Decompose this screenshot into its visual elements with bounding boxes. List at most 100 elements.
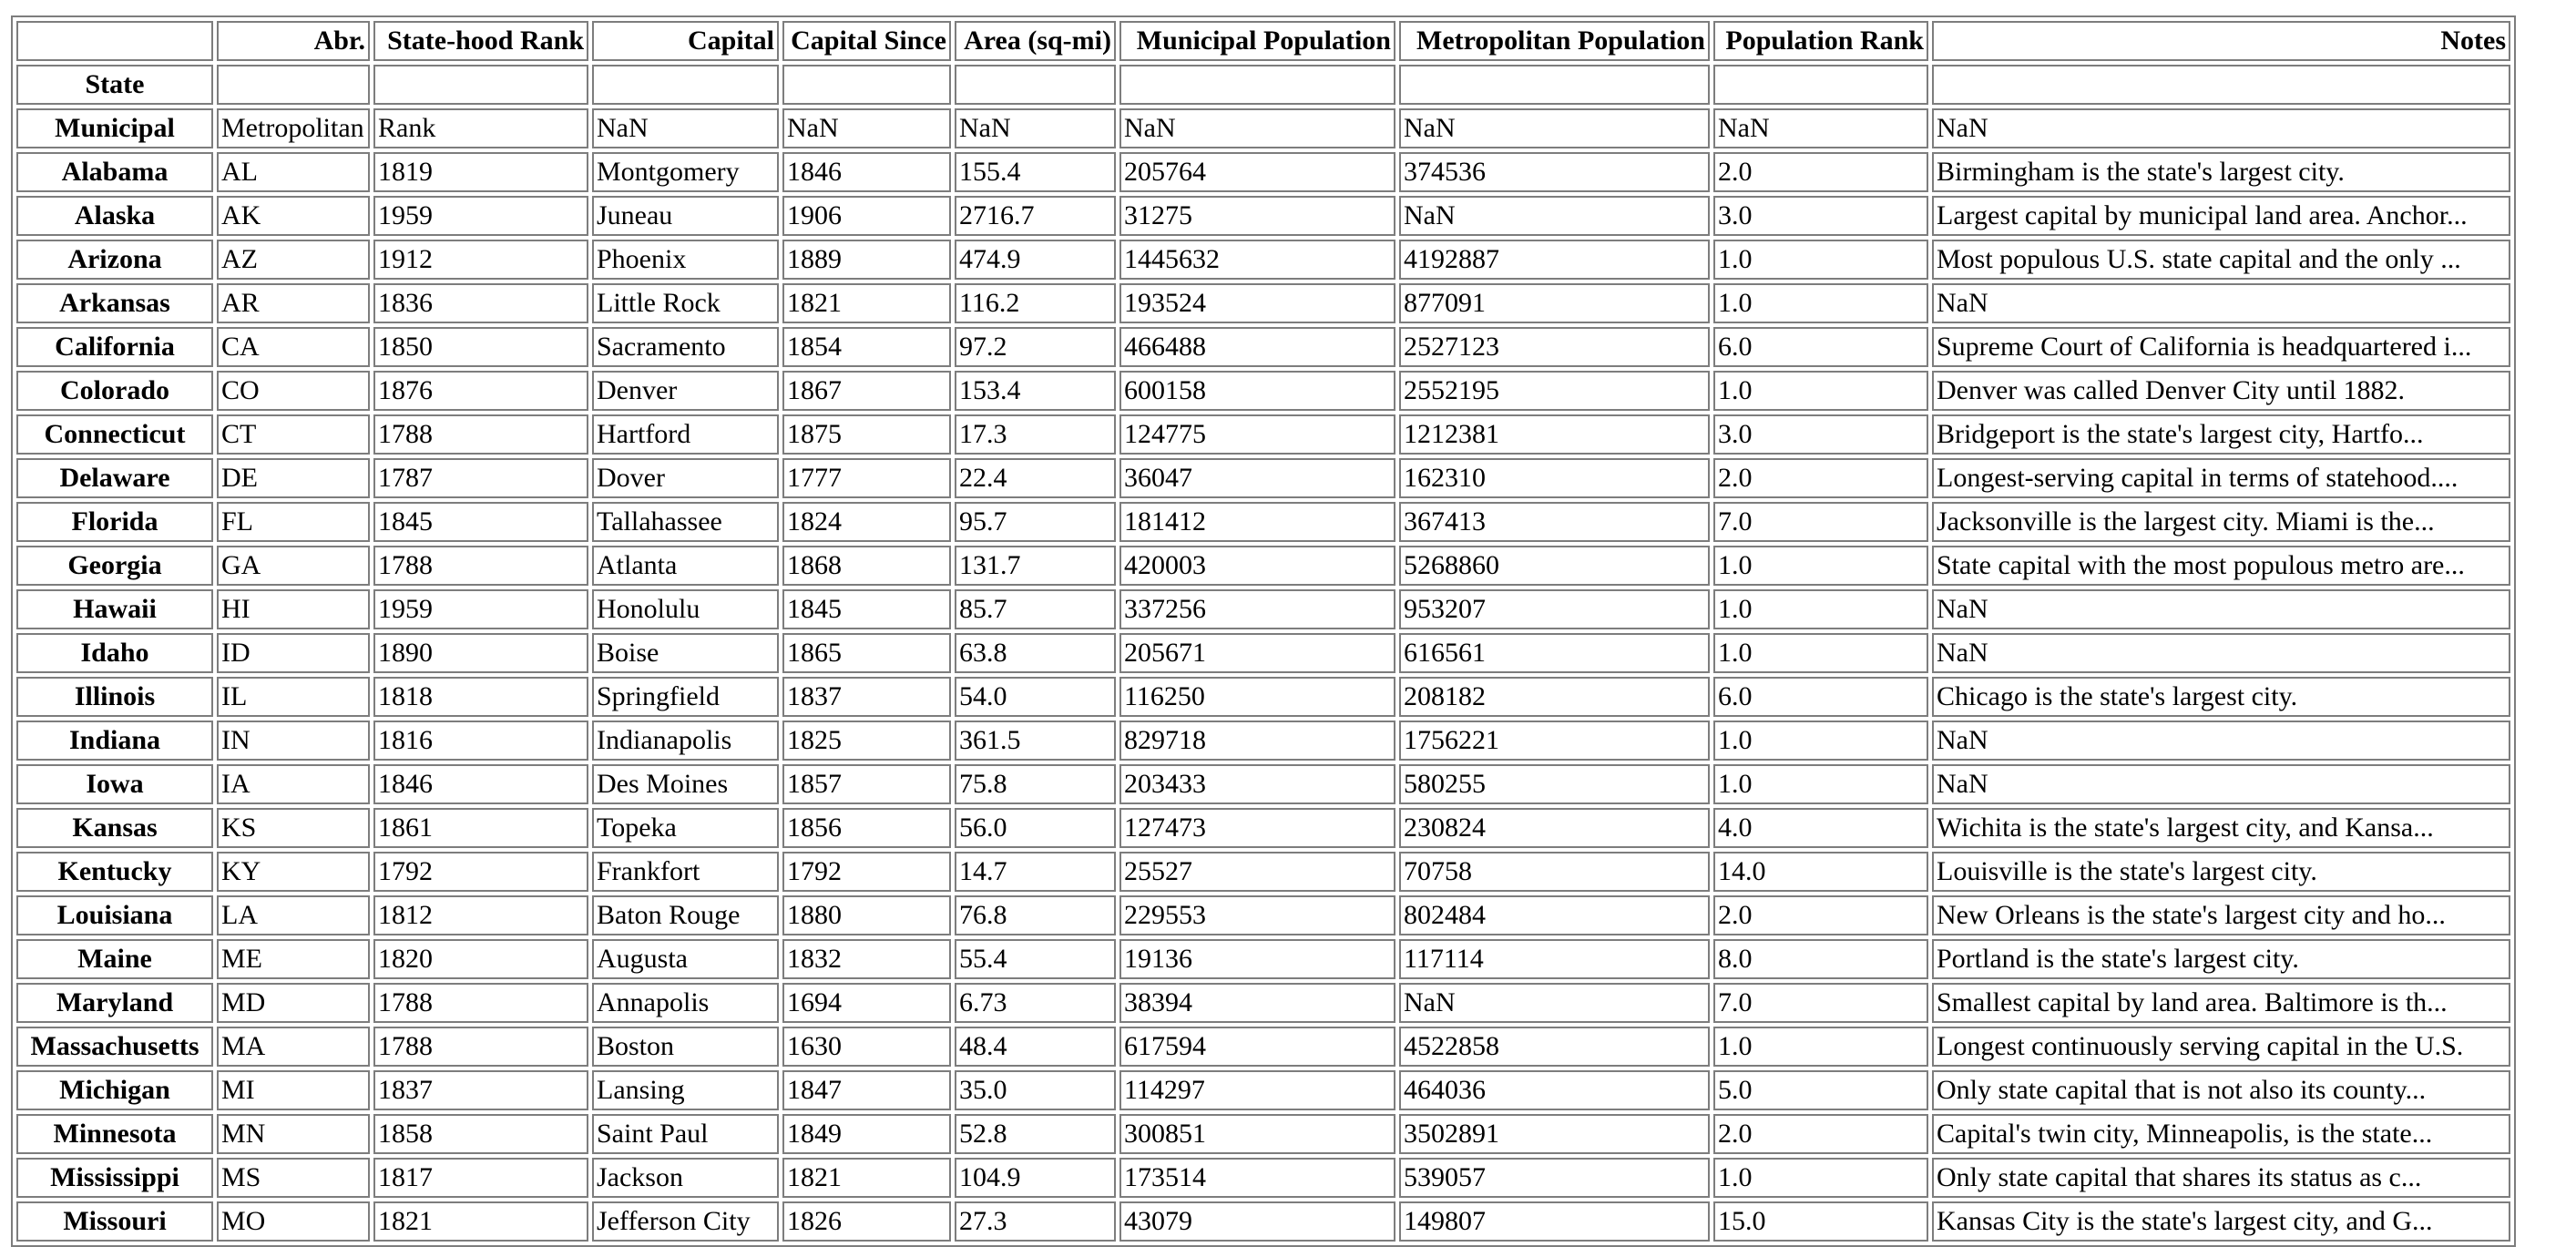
table-cell: 1836 — [373, 283, 588, 323]
table-row: Massachusetts MA 1788 Boston 1630 48.4 617594 4… — [16, 1027, 2510, 1067]
table-cell: Bridgeport is the state's largest city, … — [1932, 414, 2510, 455]
table-cell: 2527123 — [1399, 327, 1710, 367]
corner-header-cell — [16, 21, 213, 61]
table-cell: Longest-serving capital in terms of stat… — [1932, 458, 2510, 498]
table-cell: 2.0 — [1713, 152, 1928, 192]
table-cell: 1694 — [782, 983, 951, 1023]
table-cell: 1845 — [373, 502, 588, 542]
table-cell: Rank — [373, 108, 588, 148]
table-cell: 205764 — [1119, 152, 1395, 192]
table-cell: 181412 — [1119, 502, 1395, 542]
table-cell: 52.8 — [955, 1114, 1116, 1154]
column-header: Population Rank — [1713, 21, 1928, 61]
table-cell: 56.0 — [955, 808, 1116, 848]
table-cell: 1.0 — [1713, 1158, 1928, 1198]
column-header: Municipal Population — [1119, 21, 1395, 61]
table-cell: 22.4 — [955, 458, 1116, 498]
index-name-header: State — [16, 65, 213, 105]
table-cell: 4522858 — [1399, 1027, 1710, 1067]
table-cell: Denver was called Denver City until 1882… — [1932, 371, 2510, 411]
table-cell: 539057 — [1399, 1158, 1710, 1198]
table-cell: Most populous U.S. state capital and the… — [1932, 240, 2510, 280]
table-cell: 953207 — [1399, 589, 1710, 629]
row-index-cell: Municipal — [16, 108, 213, 148]
table-row: Minnesota MN 1858 Saint Paul 1849 52.8 300851 3… — [16, 1114, 2510, 1154]
table-cell: 1.0 — [1713, 721, 1928, 761]
table-cell: Des Moines — [592, 764, 779, 804]
table-cell: Little Rock — [592, 283, 779, 323]
column-header: Area (sq-mi) — [955, 21, 1116, 61]
table-cell: Smallest capital by land area. Baltimore… — [1932, 983, 2510, 1023]
row-index-cell: California — [16, 327, 213, 367]
table-cell: 1824 — [782, 502, 951, 542]
table-cell: 1756221 — [1399, 721, 1710, 761]
table-cell: Indianapolis — [592, 721, 779, 761]
table-cell: Saint Paul — [592, 1114, 779, 1154]
table-row: California CA 1850 Sacramento 1854 97.2 466488… — [16, 327, 2510, 367]
table-cell: 1857 — [782, 764, 951, 804]
row-index-cell: Delaware — [16, 458, 213, 498]
table-cell: AK — [217, 196, 370, 236]
row-index-cell: Iowa — [16, 764, 213, 804]
table-cell: LA — [217, 895, 370, 935]
table-cell: 38394 — [1119, 983, 1395, 1023]
table-cell: 3502891 — [1399, 1114, 1710, 1154]
table-cell: NaN — [1932, 108, 2510, 148]
table-cell: 116.2 — [955, 283, 1116, 323]
row-index-cell: Illinois — [16, 677, 213, 717]
table-cell: 1212381 — [1399, 414, 1710, 455]
table-cell: 7.0 — [1713, 502, 1928, 542]
table-cell: MI — [217, 1070, 370, 1110]
table-cell: 1812 — [373, 895, 588, 935]
table-cell: 114297 — [1119, 1070, 1395, 1110]
table-cell: CT — [217, 414, 370, 455]
table-cell: 6.0 — [1713, 327, 1928, 367]
table-cell: FL — [217, 502, 370, 542]
table-cell: NaN — [1119, 108, 1395, 148]
table-cell: 361.5 — [955, 721, 1116, 761]
table-cell: Louisville is the state's largest city. — [1932, 852, 2510, 892]
table-cell: 43079 — [1119, 1201, 1395, 1242]
table-cell: 1821 — [373, 1201, 588, 1242]
table-row: Idaho ID 1890 Boise 1865 63.8 205671 616561 1.0 N… — [16, 633, 2510, 673]
row-index-cell: Maryland — [16, 983, 213, 1023]
row-index-cell: Alabama — [16, 152, 213, 192]
table-cell: Honolulu — [592, 589, 779, 629]
table-row: Indiana IN 1816 Indianapolis 1825 361.5 829718… — [16, 721, 2510, 761]
column-header: Capital Since — [782, 21, 951, 61]
row-index-cell: Arkansas — [16, 283, 213, 323]
table-cell: Kansas City is the state's largest city,… — [1932, 1201, 2510, 1242]
empty-header-cell — [782, 65, 951, 105]
table-cell: 230824 — [1399, 808, 1710, 848]
table-cell: 208182 — [1399, 677, 1710, 717]
table-cell: Only state capital that is not also its … — [1932, 1070, 2510, 1110]
table-row: Arkansas AR 1836 Little Rock 1821 116.2 193524… — [16, 283, 2510, 323]
empty-header-cell — [1119, 65, 1395, 105]
table-cell: Springfield — [592, 677, 779, 717]
table-row: Mississippi MS 1817 Jackson 1821 104.9 173514 5… — [16, 1158, 2510, 1198]
row-index-cell: Mississippi — [16, 1158, 213, 1198]
table-row: Arizona AZ 1912 Phoenix 1889 474.9 1445632 4192… — [16, 240, 2510, 280]
table-cell: 131.7 — [955, 546, 1116, 586]
table-row: Maryland MD 1788 Annapolis 1694 6.73 38394 NaN 7… — [16, 983, 2510, 1023]
table-cell: CA — [217, 327, 370, 367]
row-index-cell: Georgia — [16, 546, 213, 586]
table-cell: 464036 — [1399, 1070, 1710, 1110]
index-name-row: State — [16, 65, 2510, 105]
table-cell: Jackson — [592, 1158, 779, 1198]
column-header: Notes — [1932, 21, 2510, 61]
table-cell: 203433 — [1119, 764, 1395, 804]
table-cell: 600158 — [1119, 371, 1395, 411]
table-cell: MD — [217, 983, 370, 1023]
table-row: Hawaii HI 1959 Honolulu 1845 85.7 337256 953207… — [16, 589, 2510, 629]
table-cell: DE — [217, 458, 370, 498]
table-cell: 1837 — [782, 677, 951, 717]
table-cell: Wichita is the state's largest city, and… — [1932, 808, 2510, 848]
table-cell: NaN — [1932, 589, 2510, 629]
table-cell: 2.0 — [1713, 1114, 1928, 1154]
table-cell: 1837 — [373, 1070, 588, 1110]
table-cell: 36047 — [1119, 458, 1395, 498]
table-cell: 173514 — [1119, 1158, 1395, 1198]
table-cell: 97.2 — [955, 327, 1116, 367]
table-cell: 3.0 — [1713, 414, 1928, 455]
